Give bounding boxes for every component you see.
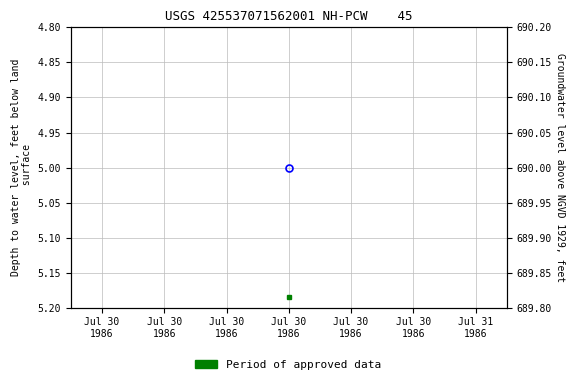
Legend: Period of approved data: Period of approved data <box>191 356 385 375</box>
Y-axis label: Groundwater level above NGVD 1929, feet: Groundwater level above NGVD 1929, feet <box>555 53 566 282</box>
Y-axis label: Depth to water level, feet below land
 surface: Depth to water level, feet below land su… <box>10 59 32 276</box>
Title: USGS 425537071562001 NH-PCW    45: USGS 425537071562001 NH-PCW 45 <box>165 10 412 23</box>
